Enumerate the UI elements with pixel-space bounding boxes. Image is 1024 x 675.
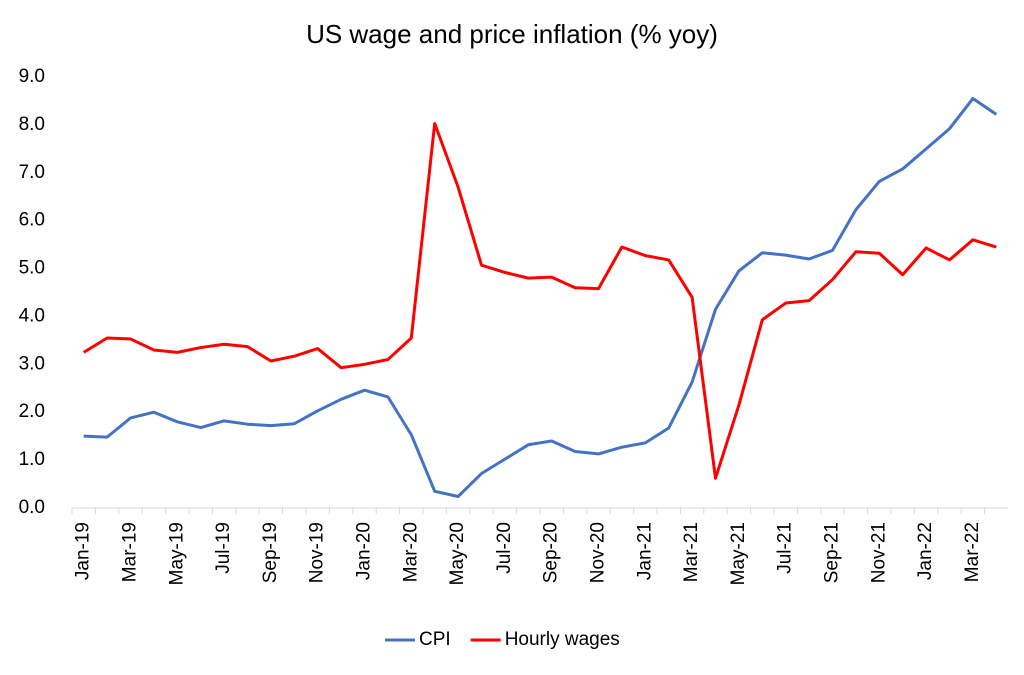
- y-tick-label: 5.0: [19, 258, 45, 279]
- legend-label: Hourly wages: [505, 629, 620, 650]
- y-tick-label: 9.0: [19, 66, 45, 87]
- chart-title: US wage and price inflation (% yoy): [306, 19, 718, 49]
- x-tick-label: Jan-21: [634, 522, 655, 580]
- x-tick-label: Mar-20: [400, 522, 421, 582]
- x-tick-label: May-21: [728, 522, 749, 585]
- y-tick-label: 4.0: [19, 305, 45, 326]
- x-tick-label: Mar-22: [962, 522, 983, 582]
- x-tick-label: Mar-21: [681, 522, 702, 582]
- y-tick-label: 2.0: [19, 401, 45, 422]
- x-tick-label: Mar-19: [120, 522, 141, 582]
- x-tick-label: Jul-19: [213, 522, 234, 574]
- y-tick-label: 0.0: [19, 497, 45, 518]
- y-tick-label: 7.0: [19, 162, 45, 183]
- line-series: [82, 121, 997, 480]
- x-tick-label: May-19: [166, 522, 187, 585]
- x-tick-label: Jul-20: [494, 522, 515, 574]
- line-series: [83, 97, 998, 499]
- x-tick-label: Jan-19: [73, 522, 94, 580]
- x-tick-label: Jul-21: [775, 522, 796, 574]
- y-tick-label: 8.0: [19, 114, 45, 135]
- x-tick-label: May-20: [447, 522, 468, 585]
- y-tick-label: 3.0: [19, 353, 45, 374]
- x-tick-label: Jan-20: [354, 522, 375, 580]
- x-tick-label: Nov-19: [307, 522, 328, 583]
- x-tick-label: Jan-22: [915, 522, 936, 580]
- y-tick-label: 6.0: [19, 210, 45, 231]
- x-tick-label: Sep-20: [541, 522, 562, 583]
- x-tick-label: Sep-21: [822, 522, 843, 583]
- x-tick-label: Nov-20: [588, 522, 609, 583]
- legend-label: CPI: [419, 629, 451, 650]
- x-tick-label: Nov-21: [868, 522, 889, 583]
- x-tick-label: Sep-19: [260, 522, 281, 583]
- y-tick-label: 1.0: [19, 449, 45, 470]
